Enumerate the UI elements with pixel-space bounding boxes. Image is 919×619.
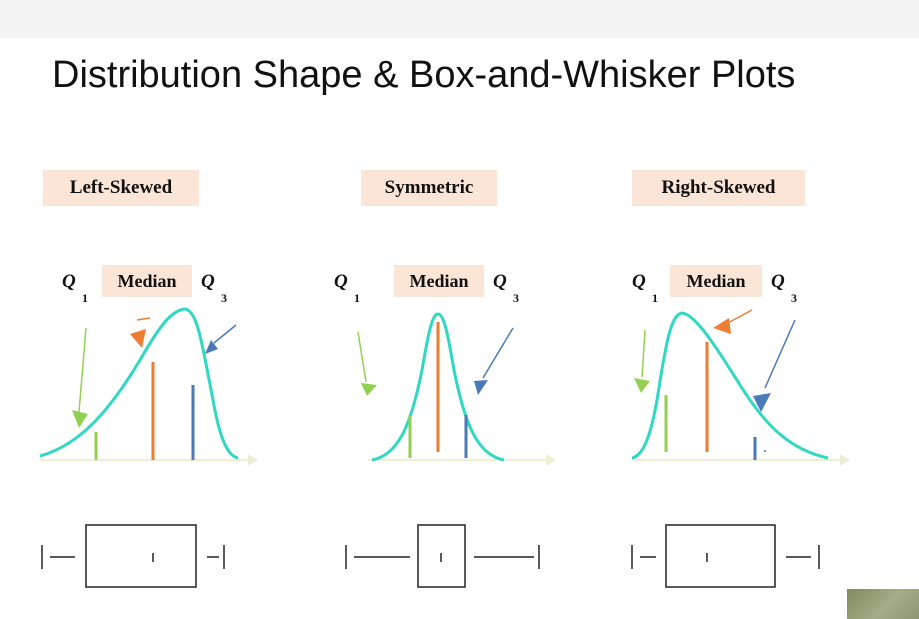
q1-arrow: [78, 327, 87, 413]
q1-subscript: 1: [354, 291, 360, 305]
box: [85, 524, 197, 588]
x-axis-arrow-icon: [840, 454, 850, 466]
q3-arrow: [482, 327, 514, 379]
distribution-curve: [631, 311, 829, 460]
q3-subscript: 3: [513, 291, 519, 305]
median-arrow: [136, 317, 151, 321]
left-skewed-panel: [39, 307, 258, 588]
q3-subscript: 3: [791, 291, 797, 305]
dot: [764, 450, 766, 452]
panel-label-left-skewed: Left-Skewed: [43, 170, 199, 206]
median-label: Median: [394, 265, 484, 297]
median-arrowhead-icon: [130, 329, 146, 348]
q3-arrowhead-icon: [753, 393, 771, 412]
x-axis-arrow-icon: [248, 454, 258, 466]
q1-letter: Q: [632, 271, 646, 292]
q3-letter: Q: [201, 271, 215, 292]
q3-letter: Q: [493, 271, 507, 292]
q1-arrowhead-icon: [361, 383, 377, 396]
q3-letter: Q: [771, 271, 785, 292]
symmetric-panel: [345, 312, 556, 588]
median-arrowhead-icon: [713, 318, 731, 334]
q1-arrowhead-icon: [634, 378, 650, 393]
distribution-curve: [39, 307, 239, 460]
x-axis-arrow-icon: [546, 454, 556, 466]
median-label: Median: [670, 265, 762, 297]
q3-arrow: [764, 319, 796, 389]
q3-arrowhead-icon: [205, 340, 218, 354]
q1-arrow: [357, 331, 367, 383]
q3-arrow: [213, 324, 237, 344]
panel-label-symmetric: Symmetric: [361, 170, 497, 206]
right-skewed-panel: [631, 309, 850, 588]
q1-arrow: [641, 329, 646, 378]
top-bar: [0, 0, 919, 38]
slide-title: Distribution Shape & Box-and-Whisker Plo…: [52, 54, 796, 96]
q1-arrowhead-icon: [72, 410, 88, 428]
video-thumbnail: [847, 589, 919, 619]
q3-subscript: 3: [221, 291, 227, 305]
box: [665, 524, 776, 588]
box: [417, 524, 466, 588]
median-label: Median: [102, 265, 192, 297]
distribution-curve: [371, 312, 505, 462]
q3-arrowhead-icon: [474, 380, 488, 395]
q1-subscript: 1: [82, 291, 88, 305]
q1-subscript: 1: [652, 291, 658, 305]
q1-letter: Q: [62, 271, 76, 292]
q1-letter: Q: [334, 271, 348, 292]
panel-label-right-skewed: Right-Skewed: [632, 170, 805, 206]
